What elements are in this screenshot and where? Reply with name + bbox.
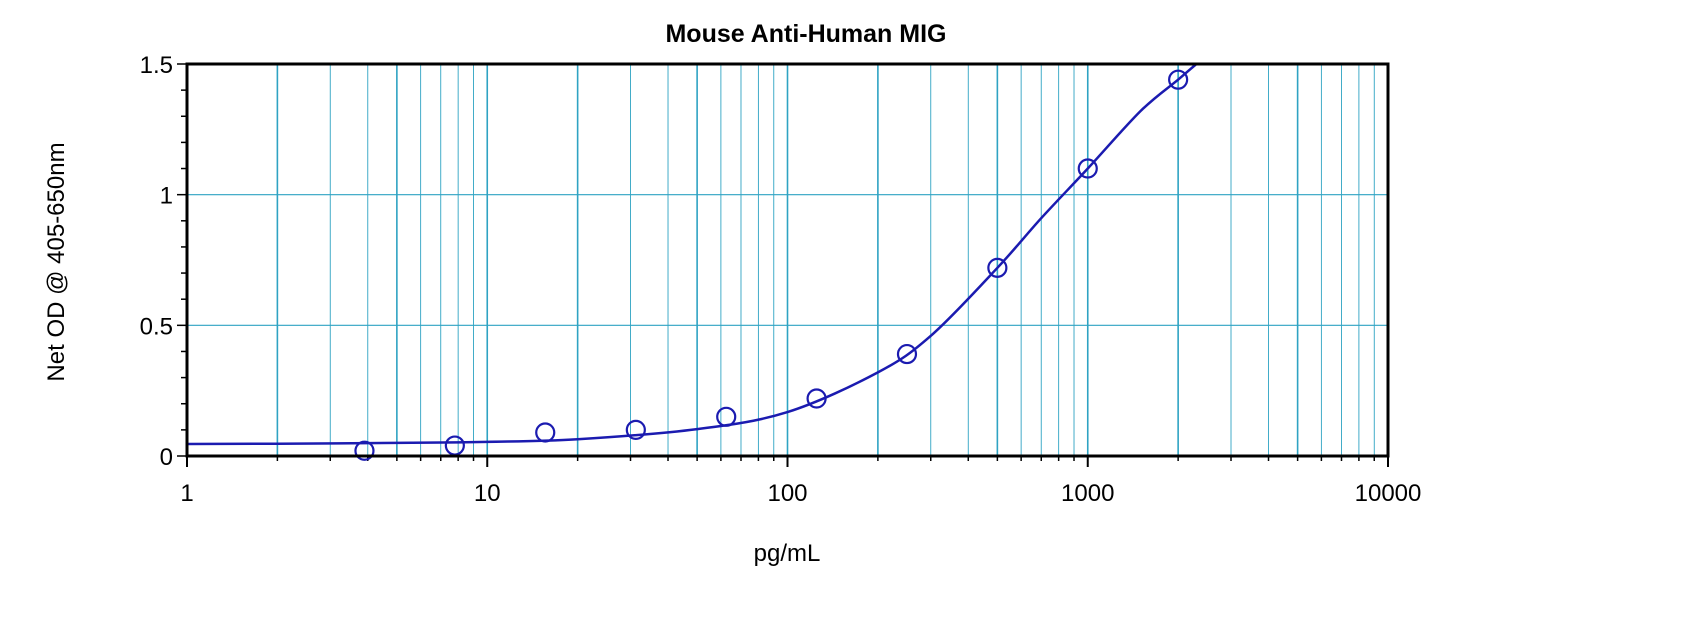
data-point xyxy=(535,422,556,443)
data-point xyxy=(1168,69,1189,90)
data-point xyxy=(896,343,918,365)
y-tick-layer: 0 0.5 1 1.5 xyxy=(140,52,173,471)
data-point xyxy=(987,257,1008,278)
x-tick-label: 100 xyxy=(767,480,807,507)
fit-curve-line xyxy=(186,63,1198,446)
y-tick-label: 0 xyxy=(160,444,173,471)
y-tick-label: 1 xyxy=(160,183,173,210)
x-tick-label: 10000 xyxy=(1355,480,1422,507)
chart-title: Mouse Anti-Human MIG xyxy=(665,20,946,48)
x-tick-label: 1000 xyxy=(1061,480,1114,507)
y-tick-label: 0.5 xyxy=(140,313,173,340)
data-point xyxy=(625,419,646,440)
data-point xyxy=(354,440,375,461)
x-tick-label: 10 xyxy=(474,480,501,507)
y-tick-label: 1.5 xyxy=(140,52,173,79)
x-tick-layer: 1 10 100 1000 10000 xyxy=(180,456,1421,507)
grid-layer xyxy=(187,64,1388,456)
y-axis-label: Net OD @ 405-650nm xyxy=(43,142,70,381)
fit-curve-layer xyxy=(186,63,1198,446)
data-point xyxy=(806,388,827,409)
x-axis-label: pg/mL xyxy=(754,540,821,567)
data-point xyxy=(1077,158,1098,179)
x-tick-label: 1 xyxy=(180,480,193,507)
data-point xyxy=(716,406,737,427)
data-points-layer xyxy=(354,69,1189,461)
